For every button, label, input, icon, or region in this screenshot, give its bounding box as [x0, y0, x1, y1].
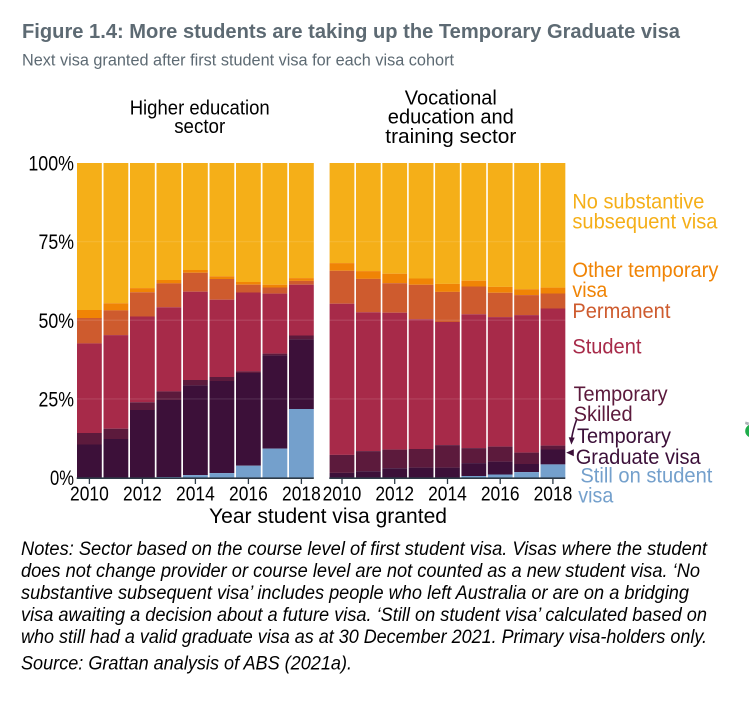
svg-text:2010: 2010 [70, 484, 109, 506]
svg-text:sector: sector [174, 116, 225, 138]
svg-text:Still on student: Still on student [580, 465, 712, 488]
svg-text:Source: Grattan analysis of AB: Source: Grattan analysis of ABS (2021a). [21, 654, 352, 675]
svg-text:Vocational: Vocational [405, 87, 497, 109]
svg-text:Notes: Sector based on the cou: Notes: Sector based on the course level … [21, 539, 708, 560]
svg-text:Year student visa granted: Year student visa granted [209, 505, 447, 528]
svg-text:does not change provider or co: does not change provider or course level… [21, 561, 700, 582]
svg-text:visa: visa [578, 485, 613, 508]
svg-text:50%: 50% [39, 310, 75, 333]
svg-text:substantive subsequent visa’ i: substantive subsequent visa’ includes pe… [21, 583, 689, 604]
svg-text:Skilled: Skilled [574, 403, 633, 426]
svg-text:education and: education and [388, 107, 514, 129]
svg-text:Permanent: Permanent [572, 300, 670, 323]
svg-text:2012: 2012 [123, 484, 162, 506]
svg-text:visa awaiting a decision about: visa awaiting a decision about a future … [21, 605, 707, 626]
svg-text:Temporary: Temporary [574, 383, 668, 406]
svg-text:Graduate visa: Graduate visa [576, 446, 701, 469]
svg-text:training sector: training sector [385, 126, 516, 148]
svg-text:2018: 2018 [534, 484, 573, 506]
svg-text:2014: 2014 [428, 484, 467, 506]
svg-text:2016: 2016 [229, 484, 268, 506]
svg-text:2012: 2012 [375, 484, 414, 506]
svg-text:100%: 100% [28, 152, 74, 175]
svg-text:2014: 2014 [176, 484, 215, 506]
svg-text:subsequent visa: subsequent visa [572, 211, 717, 234]
svg-text:visa: visa [572, 279, 607, 302]
svg-text:Higher education: Higher education [130, 98, 270, 120]
svg-text:2010: 2010 [323, 484, 362, 506]
svg-text:75%: 75% [39, 231, 75, 254]
svg-text:25%: 25% [39, 389, 75, 412]
svg-text:Figure 1.4: More students are: Figure 1.4: More students are taking up … [22, 21, 681, 43]
svg-text:0%: 0% [50, 467, 74, 490]
svg-text:Next visa granted after first: Next visa granted after first student vi… [22, 51, 454, 70]
svg-text:2016: 2016 [481, 484, 520, 506]
svg-text:Other temporary: Other temporary [572, 259, 718, 282]
svg-text:Temporary: Temporary [577, 425, 671, 448]
svg-text:who still had a valid graduate: who still had a valid graduate visa as a… [21, 627, 707, 648]
svg-text:Student: Student [572, 335, 641, 358]
svg-text:No substantive: No substantive [572, 190, 704, 213]
svg-text:2018: 2018 [282, 484, 321, 506]
